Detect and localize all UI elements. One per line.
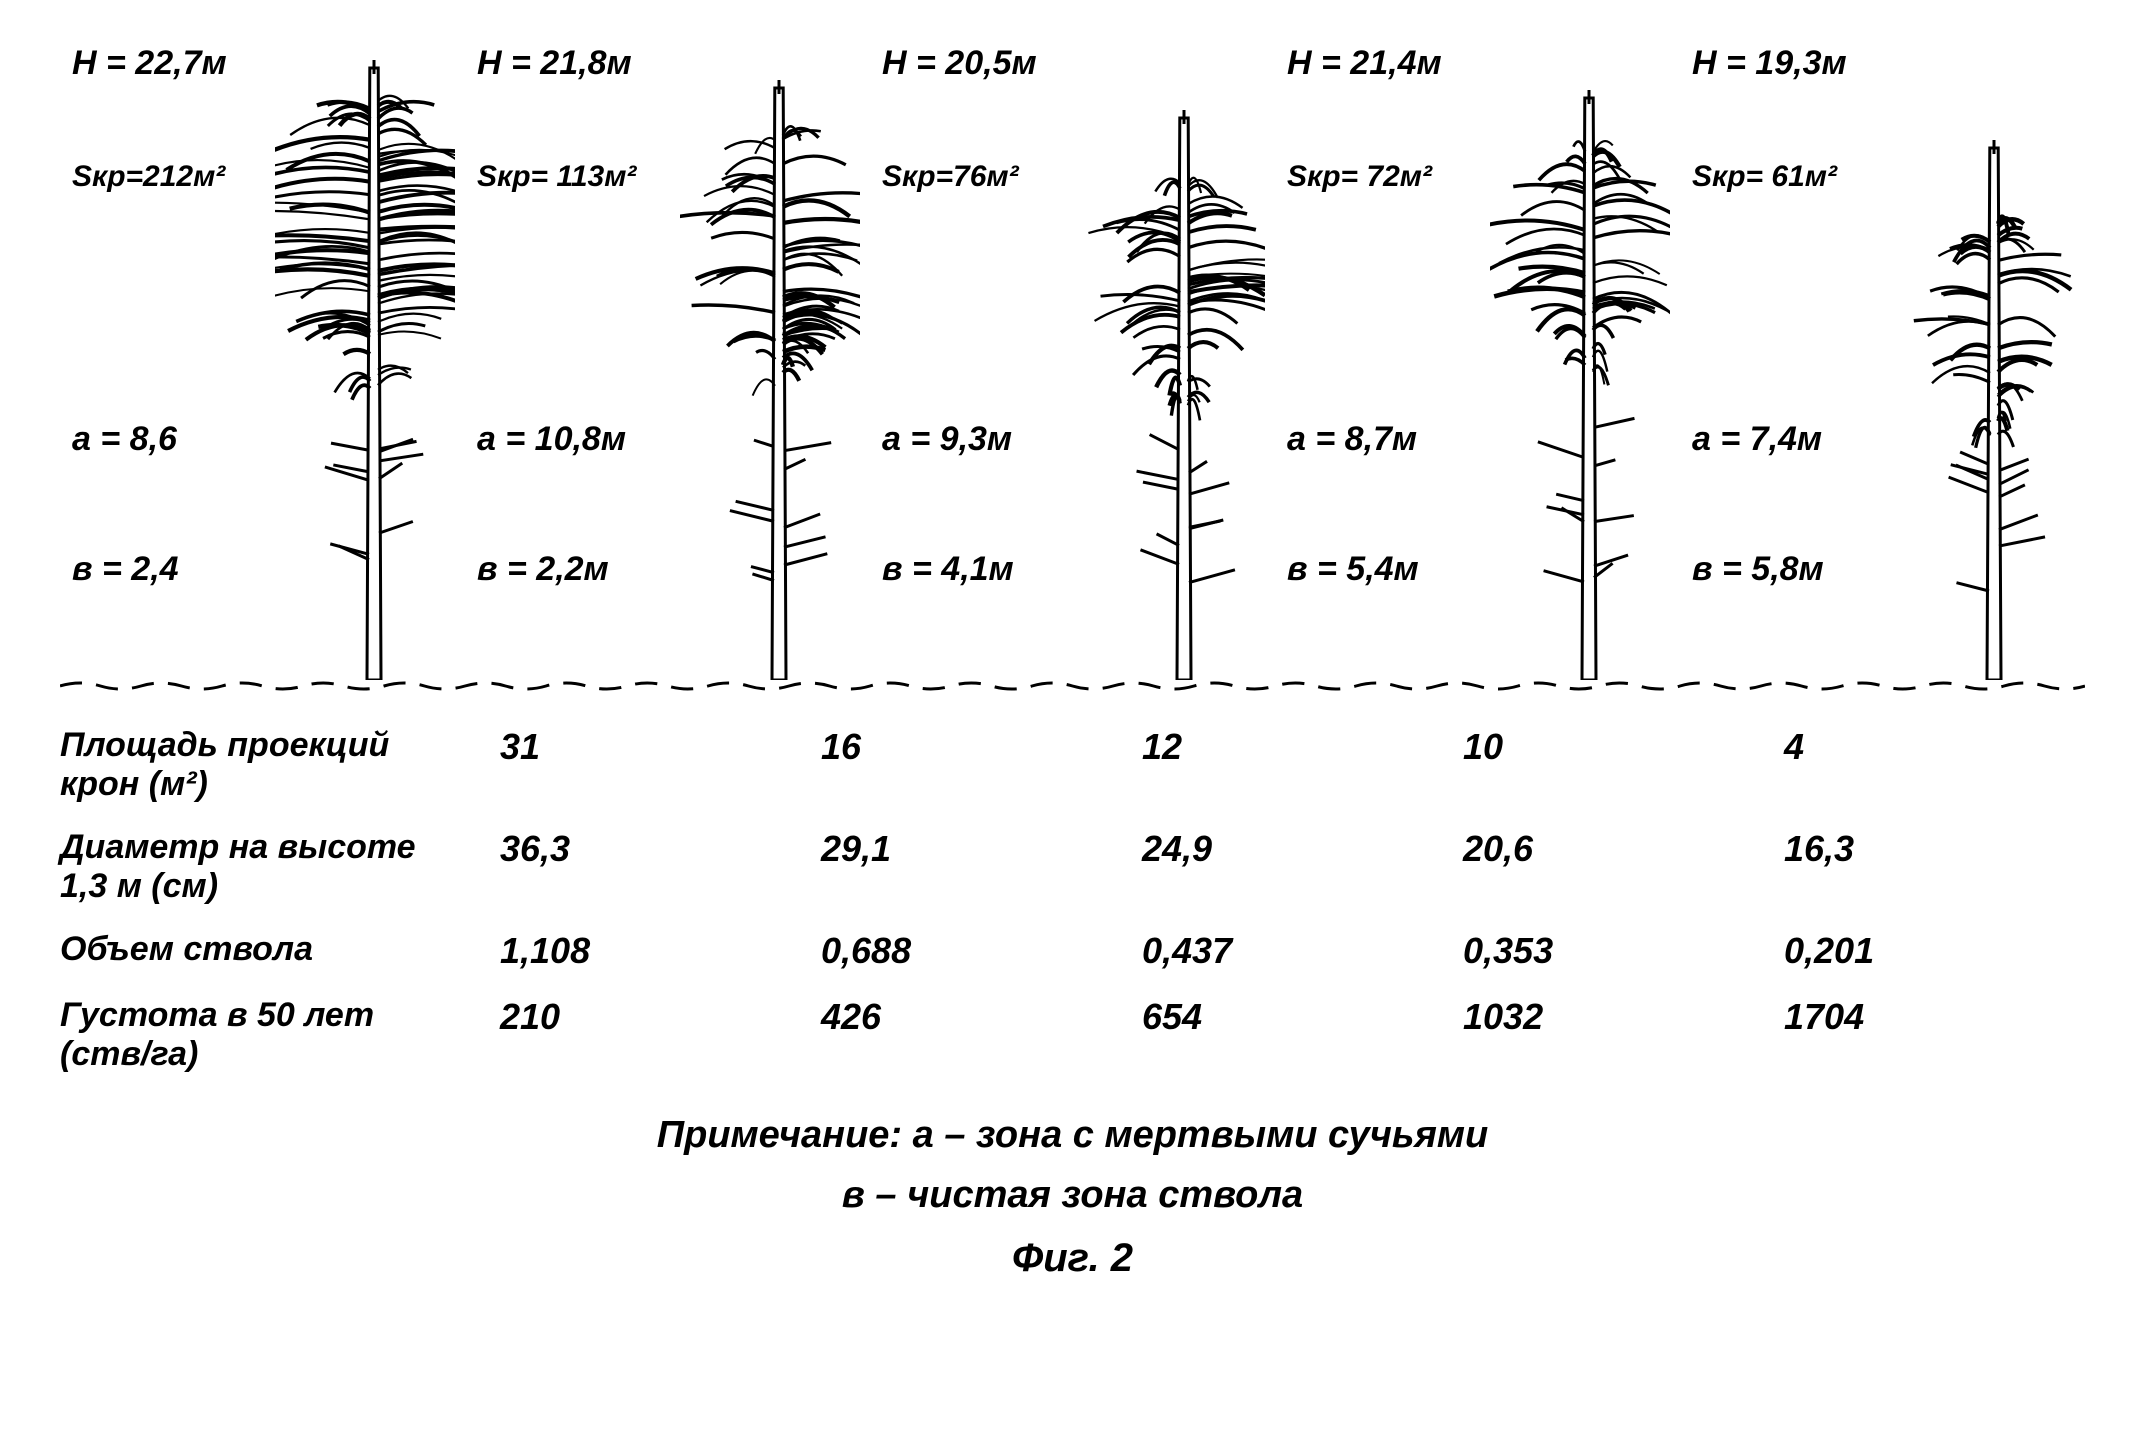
note-a: Примечание: a – зона с мертвыми сучьями bbox=[60, 1105, 2085, 1166]
tree-icon bbox=[1085, 40, 1265, 680]
figure-2: H = 22,7м Sкр=212м² a = 8,6 в = 2,4 H = … bbox=[60, 40, 2085, 1281]
ground-line bbox=[60, 674, 2085, 696]
tree-icon bbox=[680, 40, 860, 680]
table-cell: 210 bbox=[480, 996, 801, 1074]
tree-b-label: в = 5,8м bbox=[1692, 550, 1824, 589]
tree-a-label: a = 9,3м bbox=[882, 420, 1012, 459]
tree-S-label: Sкр= 72м² bbox=[1287, 160, 1432, 194]
tree-H-label: H = 22,7м bbox=[72, 44, 227, 83]
table-cell: 16,3 bbox=[1764, 828, 2085, 906]
table-cell: 1,108 bbox=[480, 930, 801, 972]
tree-cell: H = 22,7м Sкр=212м² a = 8,6 в = 2,4 bbox=[60, 40, 465, 680]
tree-S-label: Sкр= 113м² bbox=[477, 160, 636, 194]
tree-H-label: H = 20,5м bbox=[882, 44, 1037, 83]
table-cell: 20,6 bbox=[1443, 828, 1764, 906]
table-row-label: Площадь проекций крон (м²) bbox=[60, 726, 480, 804]
table-cell: 0,688 bbox=[801, 930, 1122, 972]
tree-a-label: a = 8,6 bbox=[72, 420, 177, 459]
tree-H-label: H = 21,8м bbox=[477, 44, 632, 83]
tree-cell: H = 21,4м Sкр= 72м² a = 8,7м в = 5,4м bbox=[1275, 40, 1680, 680]
tree-a-label: a = 10,8м bbox=[477, 420, 626, 459]
tree-S-label: Sкр=76м² bbox=[882, 160, 1019, 194]
tree-cell: H = 21,8м Sкр= 113м² a = 10,8м в = 2,2м bbox=[465, 40, 870, 680]
table-row-label: Диаметр на высоте 1,3 м (см) bbox=[60, 828, 480, 906]
tree-b-label: в = 4,1м bbox=[882, 550, 1014, 589]
tree-H-label: H = 21,4м bbox=[1287, 44, 1442, 83]
table-cell: 1704 bbox=[1764, 996, 2085, 1074]
data-table: Площадь проекций крон (м²)311612104 Диаме… bbox=[60, 726, 2085, 1075]
tree-b-label: в = 2,2м bbox=[477, 550, 609, 589]
tree-icon bbox=[1490, 40, 1670, 680]
table-cell: 29,1 bbox=[801, 828, 1122, 906]
table-cell: 16 bbox=[801, 726, 1122, 804]
table-cell: 36,3 bbox=[480, 828, 801, 906]
tree-cell: H = 20,5м Sкр=76м² a = 9,3м в = 4,1м bbox=[870, 40, 1275, 680]
table-cell: 0,437 bbox=[1122, 930, 1443, 972]
tree-b-label: в = 2,4 bbox=[72, 550, 179, 589]
table-cell: 426 bbox=[801, 996, 1122, 1074]
tree-a-label: a = 8,7м bbox=[1287, 420, 1417, 459]
table-cell: 0,353 bbox=[1443, 930, 1764, 972]
table-row-label: Объем ствола bbox=[60, 930, 480, 972]
tree-a-label: a = 7,4м bbox=[1692, 420, 1822, 459]
tree-icon bbox=[1895, 40, 2075, 680]
table-cell: 1032 bbox=[1443, 996, 1764, 1074]
tree-S-label: Sкр=212м² bbox=[72, 160, 225, 194]
tree-b-label: в = 5,4м bbox=[1287, 550, 1419, 589]
table-row-label: Густота в 50 лет (ств/га) bbox=[60, 996, 480, 1074]
tree-S-label: Sкр= 61м² bbox=[1692, 160, 1837, 194]
note-b: в – чистая зона ствола bbox=[60, 1165, 2085, 1226]
table-cell: 24,9 bbox=[1122, 828, 1443, 906]
tree-icon bbox=[275, 40, 455, 680]
table-cell: 31 bbox=[480, 726, 801, 804]
tree-cell: H = 19,3м Sкр= 61м² a = 7,4м в = 5,8м bbox=[1680, 40, 2085, 680]
table-cell: 12 bbox=[1122, 726, 1443, 804]
table-cell: 654 bbox=[1122, 996, 1443, 1074]
tree-H-label: H = 19,3м bbox=[1692, 44, 1847, 83]
table-cell: 4 bbox=[1764, 726, 2085, 804]
figure-notes: Примечание: a – зона с мертвыми сучьями … bbox=[60, 1105, 2085, 1227]
trees-row: H = 22,7м Sкр=212м² a = 8,6 в = 2,4 H = … bbox=[60, 40, 2085, 680]
table-cell: 0,201 bbox=[1764, 930, 2085, 972]
figure-label: Фиг. 2 bbox=[60, 1236, 2085, 1281]
table-cell: 10 bbox=[1443, 726, 1764, 804]
